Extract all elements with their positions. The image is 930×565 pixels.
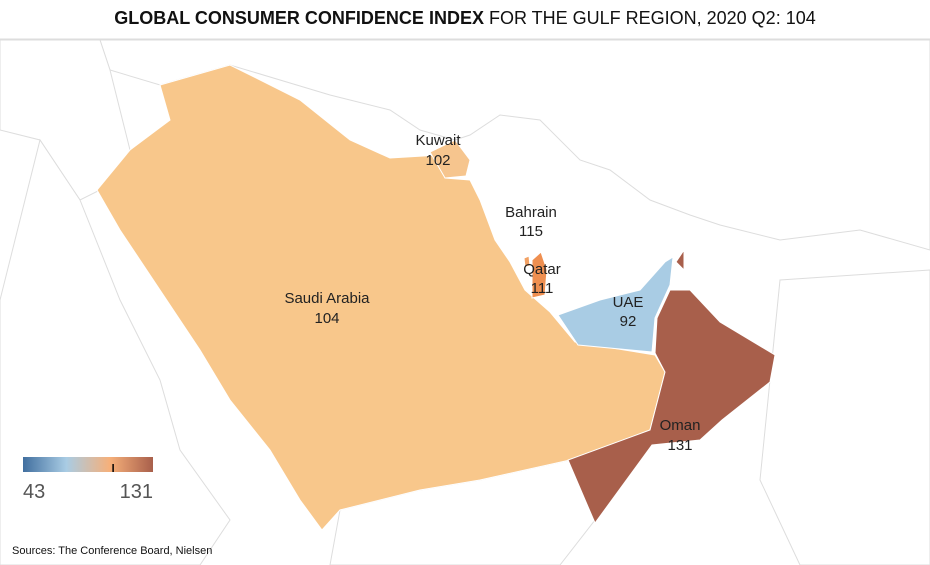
region-shape [429, 139, 471, 179]
region-value: 111 [531, 280, 554, 297]
region-value: 92 [620, 313, 637, 330]
chart-title: GLOBAL CONSUMER CONFIDENCE INDEX FOR THE… [114, 8, 815, 28]
source-note: Sources: The Conference Board, Nielsen [12, 545, 212, 557]
title-bold: GLOBAL CONSUMER CONFIDENCE INDEX [114, 8, 484, 28]
region-name: Oman [660, 417, 701, 434]
region-shape [531, 251, 548, 299]
title-rest: FOR THE GULF REGION, 2020 Q2: 104 [484, 8, 816, 28]
region-value: 102 [425, 152, 450, 169]
region-shape [557, 256, 674, 353]
region-value: 131 [667, 437, 692, 454]
legend-min: 43 [23, 481, 45, 503]
legend-max: 131 [120, 481, 153, 503]
region-name: UAE [613, 294, 644, 311]
region-shape [523, 255, 531, 268]
legend: 43 131 [23, 457, 153, 503]
legend-gradient [23, 457, 153, 472]
region-name: Kuwait [415, 132, 461, 149]
region-shape [567, 248, 776, 525]
region-name: Qatar [523, 261, 561, 278]
region-name: Saudi Arabia [284, 290, 370, 307]
region-labels: Saudi Arabia 104 Kuwait 102 Bahrain 115 … [284, 132, 700, 454]
regions [96, 64, 776, 531]
region-value: 115 [519, 223, 543, 240]
region-name: Bahrain [505, 204, 557, 221]
region-value: 104 [314, 310, 339, 327]
